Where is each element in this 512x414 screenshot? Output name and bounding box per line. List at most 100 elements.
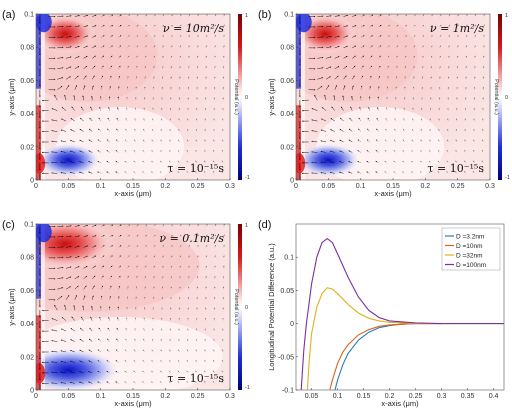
panel-c: (c) 0 0.05 0.1 0.15 0.2 0.25 0.3 0 0.02 0.04 0.06 0.… xyxy=(2,219,250,408)
x-tick-label: 0.1 xyxy=(356,183,366,190)
x-axis-label: x-axis (μm) xyxy=(374,189,412,198)
x-tick-label: 0.35 xyxy=(461,393,475,400)
y-axis-label: y-axis (μm) xyxy=(7,288,16,326)
x-tick-label: 0.1 xyxy=(333,393,343,400)
x-axis-label: x-axis (μm) xyxy=(114,399,152,408)
panel-a: (a) 0 0.05 0.1 0.15 0.2 0.25 0.3 0 0.02 0.04 0.06 0.… xyxy=(2,9,250,198)
y-axis-label: Longitudinal Potential Difference (a.u.) xyxy=(267,243,276,371)
x-tick-label: 0.2 xyxy=(420,183,430,190)
panel-b: (b) 0 0.05 0.1 0.15 0.2 0.25 0.3 0 0.02 0.04 0.06 0.… xyxy=(258,9,510,198)
relaxation-time-label: τ = 10⁻¹⁵s xyxy=(167,372,224,385)
panel-d-line-chart: (d) 0.05 0.1 0.15 0.2 0.25 0.3 0.35 0.4 -0.1 -0.05… xyxy=(258,219,505,408)
relaxation-time-label: τ = 10⁻¹⁵s xyxy=(427,162,484,175)
x-tick-label: 0.2 xyxy=(160,393,170,400)
x-tick-label: 0 xyxy=(34,393,38,400)
y-tick-label: 0.1 xyxy=(284,255,294,262)
x-tick-label: 0.15 xyxy=(357,393,371,400)
x-axis-label: x-axis (μm) xyxy=(114,189,152,198)
x-tick-label: 0.25 xyxy=(191,393,205,400)
y-tick-label: 0 xyxy=(290,178,294,185)
y-tick-label: 0.06 xyxy=(20,288,34,295)
panel-label: (a) xyxy=(2,9,15,21)
velocity-arrows xyxy=(39,14,225,180)
relaxation-time-label: τ = 10⁻¹⁵s xyxy=(167,162,224,175)
y-tick-label: 0.05 xyxy=(280,288,294,295)
x-tick-label: 0.05 xyxy=(305,393,319,400)
potential-field xyxy=(36,224,230,390)
x-tick-label: 0.4 xyxy=(489,393,499,400)
x-tick-label: 0.25 xyxy=(409,393,423,400)
x-tick-label: 0 xyxy=(34,183,38,190)
panel-label: (c) xyxy=(2,219,15,231)
x-tick-label: 0.15 xyxy=(126,393,140,400)
colorbar-label: Potential (a.u.) xyxy=(233,79,239,115)
x-tick-label: 0 xyxy=(294,183,298,190)
x-axis-label: x-axis (μm) xyxy=(381,399,419,408)
legend-entry: D =32nm xyxy=(456,252,483,259)
colorbar-tick-label: 0 xyxy=(245,305,248,311)
velocity-arrows xyxy=(299,14,485,180)
y-tick-label: 0.06 xyxy=(280,78,294,85)
colorbar-tick-label: 1 xyxy=(245,223,248,229)
y-tick-label: -0.1 xyxy=(282,388,294,395)
y-tick-label: 0.02 xyxy=(20,354,34,361)
x-tick-label: 0.05 xyxy=(322,183,336,190)
y-tick-label: 0.06 xyxy=(20,78,34,85)
x-tick-label: 0.05 xyxy=(62,393,76,400)
colorbar xyxy=(238,224,242,390)
y-tick-label: 0.02 xyxy=(280,144,294,151)
y-tick-label: 0.04 xyxy=(20,111,34,118)
colorbar xyxy=(238,14,242,180)
y-tick-label: 0.04 xyxy=(20,321,34,328)
colorbar-tick-label: -1 xyxy=(245,175,250,181)
legend-entry: D =10nm xyxy=(456,243,483,250)
series-line xyxy=(300,237,504,390)
viscosity-label: ν = 10m²/s xyxy=(163,22,224,35)
colorbar-tick-label: 1 xyxy=(245,13,248,19)
colorbar-tick-label: 0 xyxy=(245,95,248,101)
x-tick-label: 0.3 xyxy=(437,393,447,400)
x-tick-label: 0.1 xyxy=(96,393,106,400)
colorbar-label: Potential (a.u.) xyxy=(493,79,499,115)
x-tick-label: 0.05 xyxy=(62,183,76,190)
y-tick-label: 0.1 xyxy=(284,12,294,19)
y-tick-label: 0 xyxy=(290,321,294,328)
x-tick-label: 0.15 xyxy=(386,183,400,190)
y-tick-label: 0.08 xyxy=(20,45,34,52)
potential-field xyxy=(36,14,230,180)
x-tick-label: 0.1 xyxy=(96,183,106,190)
y-tick-label: 0.02 xyxy=(20,144,34,151)
velocity-arrows xyxy=(39,224,225,390)
legend-entry: D =100nm xyxy=(456,262,486,269)
y-axis-label: y-axis (μm) xyxy=(267,78,276,116)
x-tick-label: 0.25 xyxy=(451,183,465,190)
x-tick-label: 0.25 xyxy=(191,183,205,190)
colorbar xyxy=(498,14,502,180)
legend xyxy=(441,227,501,271)
x-tick-label: 0.15 xyxy=(126,183,140,190)
y-tick-label: 0.08 xyxy=(280,45,294,52)
y-tick-label: 0 xyxy=(30,178,34,185)
panel-label: (b) xyxy=(258,9,271,21)
colorbar-tick-label: -1 xyxy=(245,385,250,391)
panel-label: (d) xyxy=(258,219,271,231)
x-tick-label: 0.2 xyxy=(385,393,395,400)
x-tick-label: 0.2 xyxy=(160,183,170,190)
x-tick-label: 0.3 xyxy=(485,183,495,190)
legend-entry: D =3.2nm xyxy=(456,233,484,240)
colorbar-tick-label: 1 xyxy=(505,13,508,19)
viscosity-label: ν = 0.1m²/s xyxy=(159,232,224,245)
y-axis-label: y-axis (μm) xyxy=(7,78,16,116)
x-tick-label: 0.3 xyxy=(225,393,235,400)
y-tick-label: 0.1 xyxy=(24,222,34,229)
colorbar-tick-label: 0 xyxy=(505,95,508,101)
y-tick-label: 0.04 xyxy=(280,111,294,118)
y-tick-label: 0.08 xyxy=(20,255,34,262)
viscosity-label: ν = 1m²/s xyxy=(430,22,484,35)
x-tick-label: 0.3 xyxy=(225,183,235,190)
colorbar-label: Potential (a.u.) xyxy=(233,289,239,325)
y-tick-label: -0.05 xyxy=(278,354,294,361)
potential-field xyxy=(296,14,490,180)
y-tick-label: 0 xyxy=(30,388,34,395)
